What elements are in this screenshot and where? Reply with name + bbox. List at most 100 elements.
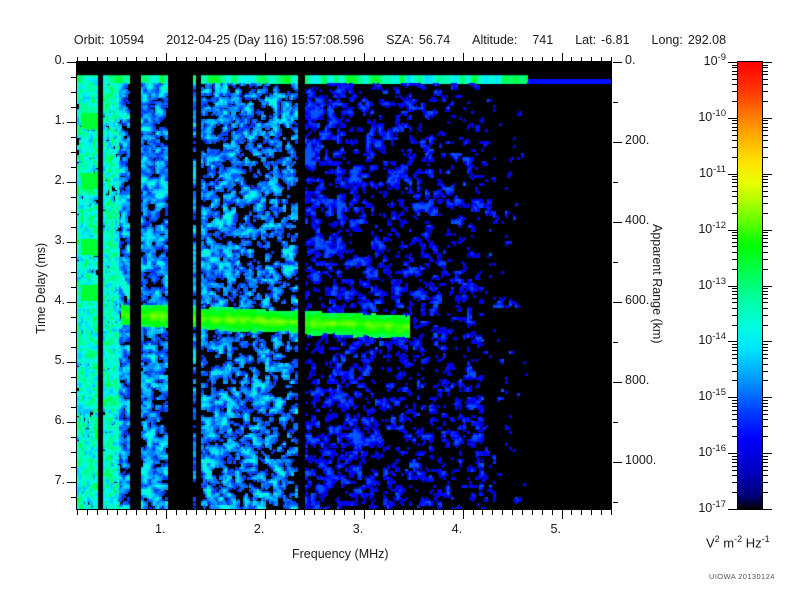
colorbar-tick xyxy=(732,235,737,236)
colorbar-tick xyxy=(732,196,737,197)
axis-tick xyxy=(613,302,622,303)
colorbar-tick xyxy=(763,436,768,437)
colorbar-tick-label--14: 10-14 xyxy=(698,331,726,348)
axis-tick xyxy=(443,510,444,515)
colorbar-tick xyxy=(728,397,737,398)
axis-tick xyxy=(255,510,256,515)
y-right-tick-label-200: 200. xyxy=(625,132,650,147)
colorbar-tick xyxy=(763,191,768,192)
colorbar-tick xyxy=(732,350,737,351)
axis-tick xyxy=(215,510,216,515)
colorbar-tick xyxy=(732,123,737,124)
colorbar-tick xyxy=(732,65,737,66)
colorbar-tick xyxy=(732,269,737,270)
colorbar-tick xyxy=(763,509,772,510)
axis-tick xyxy=(71,272,76,273)
colorbar-tick xyxy=(763,400,768,401)
axis-tick xyxy=(613,262,618,263)
colorbar-tick xyxy=(763,347,768,348)
axis-tick xyxy=(71,92,76,93)
colorbar-tick xyxy=(732,475,737,476)
axis-tick xyxy=(156,57,157,62)
axis-tick xyxy=(443,57,444,62)
timestamp-value: 2012-04-25 (Day 116) 15:57:08.596 xyxy=(166,33,365,47)
axis-tick xyxy=(245,510,246,515)
colorbar-tick xyxy=(763,232,768,233)
axis-tick xyxy=(196,57,197,62)
colorbar-tick xyxy=(763,298,768,299)
colorbar-gradient xyxy=(738,62,762,509)
colorbar-tick-label--9: 10-9 xyxy=(703,52,726,69)
axis-tick xyxy=(453,57,454,62)
axis-tick xyxy=(275,57,276,62)
axis-tick xyxy=(67,62,76,63)
colorbar-tick xyxy=(763,459,768,460)
axis-tick xyxy=(364,510,365,519)
axis-tick xyxy=(166,510,167,519)
colorbar-tick xyxy=(732,179,737,180)
axis-tick xyxy=(613,182,618,183)
axis-tick xyxy=(215,57,216,62)
axis-tick xyxy=(67,242,76,243)
orbit-label: Orbit: xyxy=(73,33,105,47)
colorbar-tick xyxy=(728,509,737,510)
colorbar-tick xyxy=(732,482,737,483)
colorbar-tick xyxy=(732,410,737,411)
axis-tick xyxy=(304,510,305,515)
colorbar-tick xyxy=(763,397,772,398)
axis-tick xyxy=(71,152,76,153)
colorbar-tick xyxy=(732,325,737,326)
colorbar-tick xyxy=(763,179,768,180)
y-left-tick-label-3: 3. xyxy=(54,233,65,247)
axis-tick xyxy=(71,347,76,348)
altitude-label: Altitude: xyxy=(472,33,518,47)
colorbar-tick xyxy=(763,482,768,483)
axis-tick xyxy=(482,57,483,62)
sza-field: SZA: 56.74 xyxy=(386,33,450,47)
colorbar-tick xyxy=(763,325,768,326)
y-axis-right-title: Apparent Range (km) xyxy=(650,223,664,344)
axis-tick xyxy=(107,57,108,62)
colorbar-tick xyxy=(763,466,768,467)
axis-tick xyxy=(423,510,424,515)
axis-tick xyxy=(532,510,533,515)
axis-tick xyxy=(206,510,207,515)
axis-tick xyxy=(502,57,503,62)
colorbar-tick xyxy=(732,182,737,183)
x-tick-label-1: 1. xyxy=(155,522,166,536)
colorbar-tick xyxy=(763,213,768,214)
y-right-tick-label-600: 600. xyxy=(625,292,650,307)
colorbar-tick xyxy=(732,456,737,457)
colorbar-tick xyxy=(763,84,768,85)
colorbar-tick-label--13: 10-13 xyxy=(698,275,726,292)
x-axis-title: Frequency (MHz) xyxy=(292,547,389,561)
colorbar-tick xyxy=(732,462,737,463)
axis-tick xyxy=(71,212,76,213)
colorbar-tick xyxy=(763,364,768,365)
metadata-header: Orbit: 10594 2012-04-25 (Day 116) 15:57:… xyxy=(0,30,800,50)
colorbar-tick xyxy=(732,459,737,460)
colorbar-tick xyxy=(732,186,737,187)
colorbar-tick xyxy=(763,62,772,63)
axis-tick xyxy=(77,57,78,62)
latitude-label: Lat: xyxy=(575,33,597,47)
axis-tick xyxy=(532,57,533,62)
colorbar-tick xyxy=(728,118,737,119)
axis-tick xyxy=(581,57,582,62)
axis-tick xyxy=(225,57,226,62)
colorbar-tick xyxy=(763,79,768,80)
axis-tick xyxy=(71,167,76,168)
axis-tick xyxy=(562,53,563,62)
axis-tick xyxy=(403,510,404,515)
axis-tick xyxy=(463,510,464,519)
axis-tick xyxy=(384,510,385,515)
axis-tick xyxy=(542,57,543,62)
colorbar-tick xyxy=(732,232,737,233)
axis-tick xyxy=(71,437,76,438)
colorbar-tick xyxy=(763,196,768,197)
axis-tick xyxy=(275,510,276,515)
axis-tick xyxy=(71,287,76,288)
axis-tick xyxy=(77,510,78,515)
x-tick-label-2: 2. xyxy=(253,522,265,536)
y-left-tick-label-5: 5. xyxy=(54,353,65,367)
